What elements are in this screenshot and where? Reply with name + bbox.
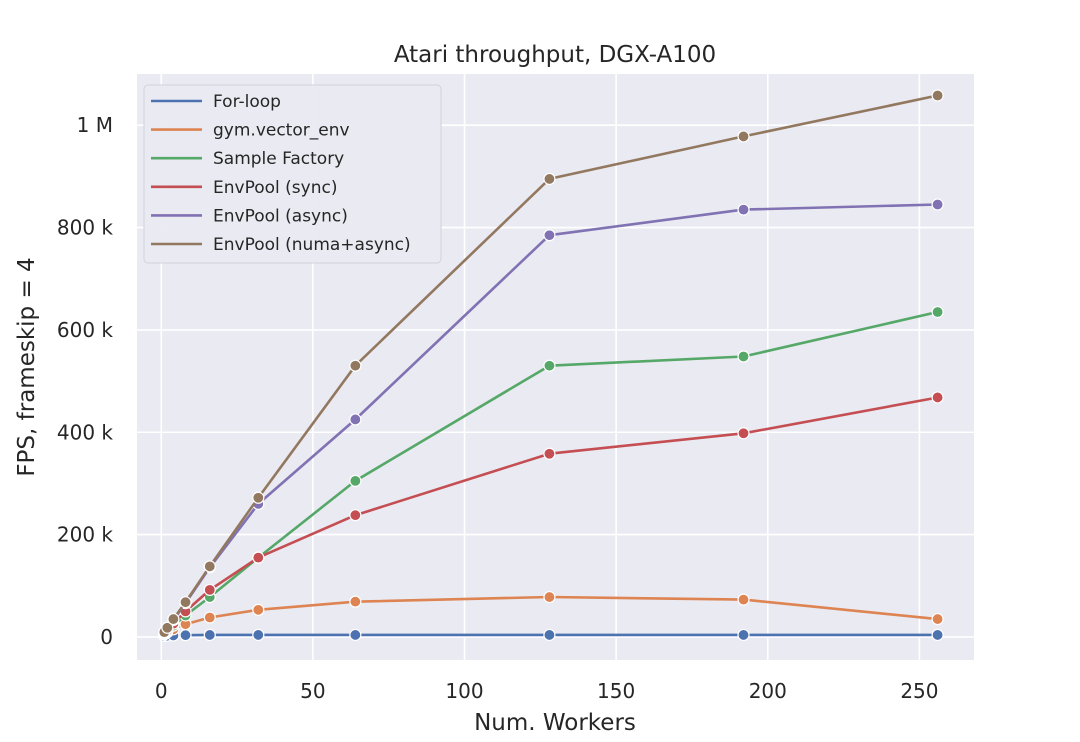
series-layer (158, 89, 944, 643)
data-point-sample-factory (349, 474, 362, 487)
data-point-envpool-numa-async (931, 89, 944, 102)
legend-box (143, 84, 442, 264)
y-tick-label: 400 k (57, 420, 114, 444)
data-point-gym-vector-env (737, 593, 750, 606)
data-point-envpool-numa-async (737, 130, 750, 143)
y-tick-label: 200 k (57, 523, 114, 547)
data-point-sample-factory (737, 350, 750, 363)
y-tick-label: 0 (100, 625, 113, 649)
data-point-envpool-sync (203, 583, 216, 596)
data-point-for-loop (931, 628, 944, 642)
chart-title: Atari throughput, DGX-A100 (394, 42, 716, 68)
data-point-envpool-sync (543, 447, 556, 460)
legend-label: Sample Factory (213, 149, 344, 169)
legend: For-loop gym.vector_env Sample Factory EnvP… (143, 84, 442, 264)
data-point-gym-vector-env (349, 595, 362, 608)
legend-label: gym.vector_env (213, 121, 350, 141)
legend-label: EnvPool (numa+async) (213, 235, 411, 255)
data-point-for-loop (737, 628, 750, 642)
legend-label: EnvPool (sync) (213, 178, 337, 198)
data-point-envpool-numa-async (161, 621, 174, 634)
legend-label: EnvPool (async) (213, 206, 348, 226)
data-point-envpool-numa-async (167, 612, 180, 626)
data-point-envpool-async (349, 413, 362, 426)
x-tick-label: 200 (749, 679, 787, 703)
x-axis-label: Num. Workers (474, 710, 636, 736)
x-tick-labels: 0 50 100 150 200 250 (155, 679, 939, 703)
data-point-gym-vector-env (543, 590, 556, 604)
data-point-for-loop (179, 629, 192, 642)
x-tick-label: 50 (300, 679, 325, 703)
legend-label: For-loop (213, 92, 281, 112)
data-point-for-loop (252, 628, 265, 642)
data-point-envpool-async (737, 203, 750, 216)
data-point-for-loop (203, 628, 216, 642)
data-point-envpool-numa-async (203, 560, 216, 573)
y-axis-label: FPS, frameskip = 4 (14, 257, 40, 476)
data-point-sample-factory (931, 305, 944, 319)
data-point-envpool-sync (931, 391, 944, 404)
x-tick-label: 0 (155, 679, 168, 703)
data-point-envpool-async (931, 198, 944, 211)
y-tick-label: 800 k (57, 216, 114, 240)
data-point-envpool-numa-async (349, 359, 362, 372)
x-tick-label: 100 (445, 679, 483, 703)
data-point-envpool-numa-async (252, 491, 265, 504)
x-tick-label: 150 (597, 679, 635, 703)
data-point-gym-vector-env (931, 612, 944, 626)
y-tick-label: 1 M (77, 113, 113, 137)
data-point-for-loop (543, 628, 556, 642)
data-point-envpool-numa-async (179, 596, 192, 609)
y-tick-labels: 0 200 k 400 k 600 k 800 k 1 M (57, 113, 114, 649)
data-point-envpool-async (543, 229, 556, 242)
data-point-gym-vector-env (252, 603, 265, 616)
x-tick-label: 250 (900, 679, 938, 703)
data-point-envpool-sync (252, 551, 265, 564)
data-point-envpool-sync (349, 509, 362, 522)
y-tick-label: 600 k (57, 318, 114, 342)
data-point-sample-factory (543, 359, 556, 372)
series-envpool-numa-async (158, 89, 944, 639)
data-point-for-loop (349, 628, 362, 642)
data-point-envpool-numa-async (543, 172, 556, 186)
grid-lines (137, 74, 974, 660)
data-point-envpool-sync (737, 427, 750, 440)
data-point-gym-vector-env (203, 611, 216, 624)
